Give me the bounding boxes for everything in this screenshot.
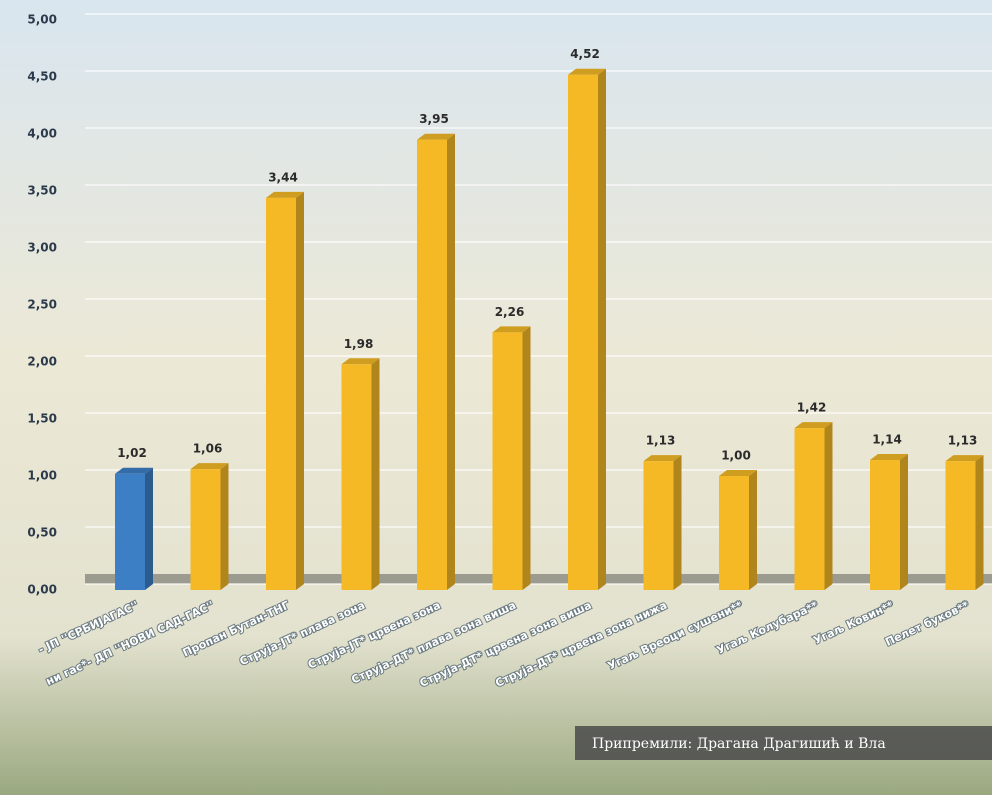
y-tick-label: 4,00 <box>27 127 57 141</box>
bar <box>115 468 153 590</box>
y-tick-label: 0,50 <box>27 526 57 540</box>
bar-face <box>266 198 296 590</box>
value-label: 1,42 <box>797 401 827 415</box>
bar <box>191 463 229 590</box>
y-tick-label: 1,00 <box>27 469 57 483</box>
value-label: 1,13 <box>948 434 978 448</box>
y-tick-label: 2,50 <box>27 298 57 312</box>
bar-face <box>644 461 674 590</box>
value-label: 1,02 <box>117 446 147 460</box>
bar-face <box>719 476 749 590</box>
bar-face <box>749 470 757 590</box>
bar-face <box>221 463 229 590</box>
value-label: 3,95 <box>419 112 449 126</box>
bar <box>568 69 606 590</box>
bar-face <box>115 474 145 590</box>
bar-face <box>342 364 372 590</box>
bar-face <box>598 69 606 590</box>
bar <box>493 326 531 590</box>
value-label: 4,52 <box>570 47 600 61</box>
bar-face <box>417 140 447 590</box>
bar-face <box>493 332 523 590</box>
bar <box>417 134 455 590</box>
bar <box>342 358 380 590</box>
bar <box>644 455 682 590</box>
value-label: 1,13 <box>646 434 676 448</box>
bar <box>946 455 984 590</box>
y-tick-label: 5,00 <box>27 13 57 27</box>
bar-face <box>145 468 153 590</box>
footnote: Припремили: Драгана Драгишић и Вла <box>592 736 886 752</box>
value-label: 2,26 <box>495 305 525 319</box>
bar <box>719 470 757 590</box>
bar-face <box>447 134 455 590</box>
bar-face <box>870 460 900 590</box>
value-label: 3,44 <box>268 170 298 184</box>
y-tick-label: 3,50 <box>27 184 57 198</box>
bar-face <box>976 455 984 590</box>
y-tick-label: 0,00 <box>27 583 57 597</box>
value-label: 1,06 <box>193 442 223 456</box>
bar-face <box>191 469 221 590</box>
bar-face <box>568 75 598 590</box>
y-tick-label: 3,00 <box>27 241 57 255</box>
y-tick-label: 1,50 <box>27 412 57 426</box>
bar-face <box>372 358 380 590</box>
value-label: 1,98 <box>344 337 374 351</box>
bar <box>795 422 833 590</box>
bar-face <box>674 455 682 590</box>
bar-face <box>523 326 531 590</box>
bar-face <box>296 192 304 590</box>
bar-face <box>946 461 976 590</box>
bar-face <box>795 428 825 590</box>
y-tick-label: 4,50 <box>27 70 57 84</box>
value-label: 1,00 <box>721 449 751 463</box>
bar <box>266 192 304 590</box>
bar-face <box>825 422 833 590</box>
y-tick-label: 2,00 <box>27 355 57 369</box>
bar <box>870 454 908 590</box>
bar-face <box>900 454 908 590</box>
value-label: 1,14 <box>872 433 902 447</box>
chart: 0,00 0,50 1,00 1,50 2,00 2,50 3,00 3,50 4,00 4,50… <box>0 0 992 795</box>
